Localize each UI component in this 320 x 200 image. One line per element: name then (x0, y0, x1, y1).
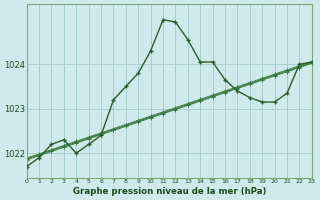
X-axis label: Graphe pression niveau de la mer (hPa): Graphe pression niveau de la mer (hPa) (73, 187, 266, 196)
